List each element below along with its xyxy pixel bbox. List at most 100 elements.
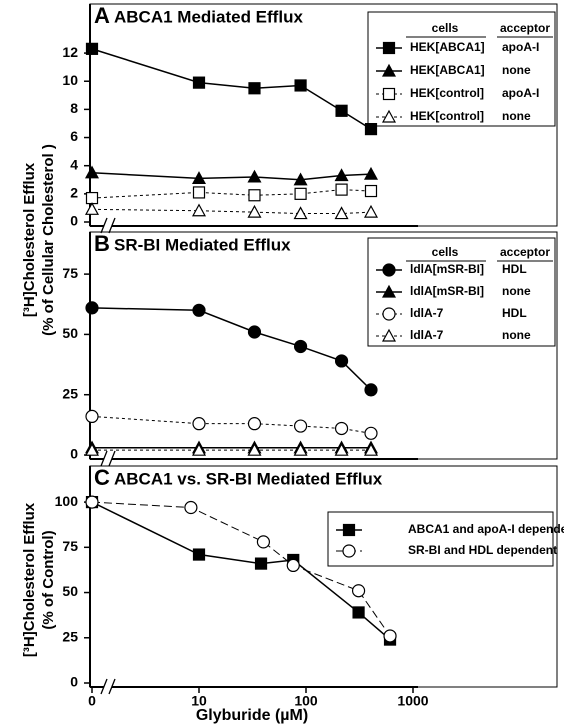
marker: [192, 303, 206, 317]
y-axis-label: [³H]Cholesterol Efflux: [21, 502, 38, 657]
legend-acceptor: apoA-I: [502, 40, 539, 54]
y-tick-label: 50: [62, 583, 78, 599]
legend-acceptor: none: [502, 284, 531, 298]
legend-header: acceptor: [500, 21, 550, 35]
legend-header: cells: [432, 21, 459, 35]
y-tick-label: 0: [70, 213, 78, 229]
marker: [84, 202, 100, 215]
y-axis-label: (% of Control): [40, 530, 57, 629]
legend-acceptor: apoA-I: [502, 86, 539, 100]
panel-label: C: [94, 465, 110, 490]
x-tick-label: 1000: [397, 693, 428, 709]
marker: [293, 206, 308, 220]
marker: [334, 168, 349, 182]
legend-acceptor: none: [502, 109, 531, 123]
marker: [254, 557, 268, 570]
marker: [247, 417, 262, 431]
marker: [293, 172, 308, 186]
series-line: [91, 501, 391, 637]
y-axis-label: [³H]Cholesterol Efflux: [21, 162, 38, 317]
panel-title: SR-BI Mediated Efflux: [114, 235, 291, 254]
marker: [335, 183, 348, 196]
marker: [352, 606, 365, 619]
legend-marker: [382, 263, 396, 277]
marker: [85, 301, 99, 315]
legend-label: ldlA-7: [410, 306, 444, 320]
panel-frame: [89, 3, 558, 227]
marker: [293, 339, 308, 354]
legend-label: SR-BI and HDL dependent: [408, 543, 557, 557]
marker: [248, 82, 261, 95]
legend-label: ldlA[mSR-BI]: [410, 262, 484, 276]
legend-marker: [381, 109, 397, 123]
panel-title: ABCA1 vs. SR-BI Mediated Efflux: [114, 469, 383, 488]
legend-acceptor: none: [502, 63, 531, 77]
x-tick-label: 10: [191, 693, 207, 709]
marker: [192, 417, 206, 431]
marker: [192, 76, 206, 89]
marker: [191, 203, 207, 217]
legend-label: ABCA1 and apoA-I dependent: [408, 522, 564, 536]
y-axis-label: (% of Cellular Cholesterol ): [40, 144, 57, 336]
marker: [191, 442, 207, 456]
legend-acceptor: HDL: [502, 262, 527, 276]
marker: [334, 354, 349, 368]
y-tick-label: 6: [70, 128, 78, 144]
marker: [192, 548, 206, 561]
legend-marker: [382, 87, 396, 101]
y-tick-label: 0: [70, 674, 78, 690]
x-tick-label: 100: [294, 693, 318, 709]
marker: [351, 584, 366, 598]
y-tick-label: 0: [70, 446, 78, 462]
legend-label: HEK[ABCA1]: [410, 40, 485, 54]
legend-box: [327, 511, 554, 567]
legend-label: HEK[ABCA1]: [410, 63, 485, 77]
marker: [364, 122, 378, 136]
marker: [248, 189, 261, 202]
y-tick-label: 12: [62, 44, 78, 60]
marker: [334, 206, 349, 220]
marker: [363, 166, 379, 180]
marker: [334, 421, 349, 436]
marker: [84, 165, 100, 179]
legend-marker: [381, 284, 397, 298]
marker: [247, 442, 262, 456]
series-line: [91, 501, 391, 641]
marker: [363, 204, 379, 218]
axis-break-gap: [104, 451, 112, 467]
y-tick-label: 2: [70, 185, 78, 201]
y-tick-label: 4: [70, 156, 78, 172]
series-line: [91, 48, 372, 130]
marker: [335, 104, 348, 117]
axis-break-gap: [104, 679, 112, 695]
y-tick-label: 75: [62, 538, 78, 554]
axis-break: [100, 217, 116, 234]
marker: [256, 535, 271, 549]
marker: [294, 187, 307, 200]
marker: [191, 171, 207, 184]
legend-marker: [342, 523, 356, 537]
marker: [84, 442, 100, 456]
legend-marker: [342, 544, 356, 558]
y-tick-label: 25: [62, 628, 78, 644]
panel-frame: [89, 465, 558, 688]
marker: [364, 426, 378, 440]
legend-header: cells: [432, 245, 459, 259]
panel-label: B: [94, 231, 110, 256]
y-tick-label: 8: [70, 100, 78, 116]
marker: [286, 558, 300, 573]
legend-box: [367, 237, 556, 347]
marker: [85, 42, 99, 55]
marker: [85, 191, 99, 205]
legend-marker: [382, 41, 396, 55]
legend-marker: [382, 307, 396, 321]
legend-acceptor: none: [502, 328, 531, 342]
marker: [293, 419, 308, 433]
panel-title: ABCA1 Mediated Efflux: [114, 7, 303, 26]
series-line: [91, 189, 372, 199]
legend-label: HEK[control]: [410, 86, 484, 100]
marker: [364, 184, 378, 198]
marker: [383, 629, 397, 643]
series-line: [91, 415, 372, 434]
legend-label: HEK[control]: [410, 109, 484, 123]
